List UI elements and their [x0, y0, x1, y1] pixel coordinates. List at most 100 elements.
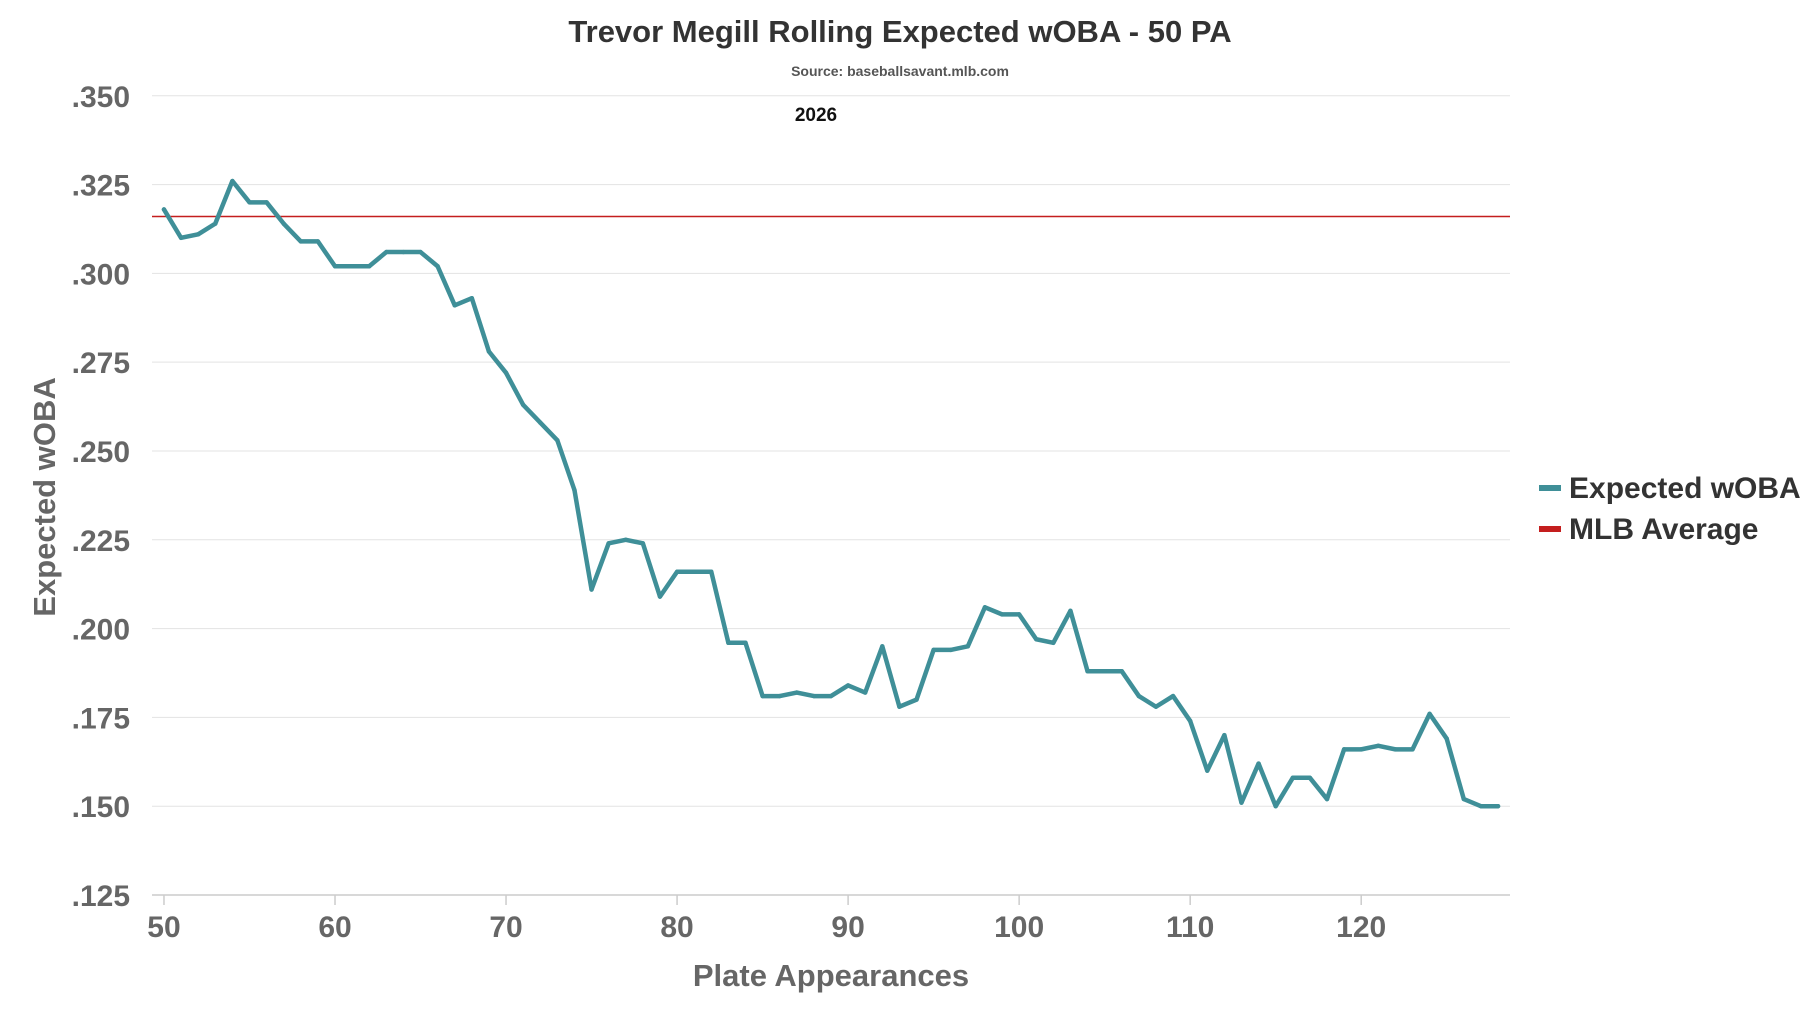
data-point	[640, 541, 646, 546]
data-point	[298, 239, 303, 244]
data-point	[1427, 711, 1432, 717]
legend-swatch-mlb-average	[1539, 526, 1561, 532]
data-point	[828, 693, 834, 699]
data-point	[965, 644, 971, 649]
x-tick-label: 60	[318, 911, 351, 944]
data-point	[435, 264, 440, 269]
data-point	[589, 587, 594, 592]
chart-title: Trevor Megill Rolling Expected wOBA - 50…	[568, 14, 1231, 49]
y-tick-label: .300	[72, 258, 130, 291]
legend-swatch-expected-woba	[1539, 485, 1561, 491]
expected-woba-points	[161, 178, 1501, 809]
chart-subtitle: Source: baseballsavant.mlb.com	[791, 63, 1009, 79]
data-point	[1016, 612, 1022, 617]
data-point	[1102, 669, 1107, 674]
data-point	[1410, 747, 1415, 752]
data-point	[1068, 608, 1073, 614]
legend: Expected wOBA MLB Average	[1539, 472, 1800, 546]
data-point	[1444, 736, 1449, 741]
data-point	[1461, 796, 1467, 802]
data-point	[230, 178, 235, 184]
x-tick-label: 70	[489, 911, 522, 944]
data-point	[1136, 693, 1142, 699]
data-point	[794, 690, 799, 695]
data-point	[1495, 803, 1501, 809]
legend-label-expected-woba: Expected wOBA	[1569, 472, 1800, 505]
data-point	[555, 438, 560, 443]
data-point	[452, 303, 457, 308]
data-point	[538, 420, 543, 425]
y-tick-label: .275	[72, 347, 130, 380]
data-point	[1085, 669, 1090, 674]
data-point	[811, 693, 817, 699]
season-annotation: 2026	[795, 105, 837, 126]
data-point	[982, 605, 988, 610]
x-tick-label: 110	[1166, 911, 1214, 944]
y-tick-label: .125	[72, 880, 130, 913]
x-tick-label: 100	[994, 911, 1044, 944]
y-tick-label: .325	[72, 170, 130, 203]
data-point	[914, 697, 919, 702]
data-point	[999, 612, 1005, 617]
data-point	[401, 249, 406, 255]
data-point	[281, 221, 286, 226]
data-point	[264, 200, 269, 205]
y-tick-label: .200	[72, 614, 130, 647]
y-tick-label: .225	[72, 525, 130, 558]
y-axis-ticks: .125 .150 .175 .200 .225 .250 .275 .300 .325 .350	[72, 81, 130, 913]
data-point	[931, 647, 936, 653]
data-point	[1256, 761, 1261, 766]
y-tick-label: .250	[72, 436, 130, 469]
data-point	[623, 537, 628, 542]
data-point	[161, 207, 167, 212]
data-point	[1222, 732, 1227, 738]
legend-label-mlb-average: MLB Average	[1569, 513, 1759, 546]
data-point	[657, 594, 663, 599]
data-point	[760, 693, 765, 699]
data-point	[213, 221, 218, 226]
data-point	[469, 296, 475, 301]
data-point	[674, 569, 680, 574]
data-point	[1290, 775, 1295, 780]
data-point	[1359, 747, 1364, 752]
data-point	[367, 264, 372, 269]
data-point	[1393, 747, 1398, 752]
x-tick-label: 120	[1336, 911, 1386, 944]
data-point	[743, 640, 748, 645]
data-point	[1307, 775, 1313, 780]
data-point	[863, 690, 868, 695]
data-point	[1153, 704, 1159, 709]
data-point	[845, 683, 851, 688]
data-point	[709, 569, 714, 574]
data-point	[486, 349, 492, 354]
data-point	[897, 704, 902, 709]
data-point	[332, 264, 338, 269]
y-tick-label: .150	[72, 791, 130, 824]
data-point	[691, 569, 697, 574]
x-tick-label: 90	[831, 911, 864, 944]
data-point	[520, 402, 526, 407]
data-point	[572, 487, 577, 493]
x-axis-ticks: 50 60 70 80 90 100 110 120	[147, 895, 1386, 944]
y-tick-label: .175	[72, 702, 130, 735]
data-point	[1170, 693, 1176, 699]
x-axis-label: Plate Appearances	[693, 958, 969, 993]
data-point	[1376, 743, 1381, 749]
data-point	[1119, 669, 1124, 674]
y-tick-label: .350	[72, 81, 130, 114]
data-point	[948, 647, 953, 653]
data-point	[1478, 803, 1484, 809]
data-point	[195, 232, 201, 237]
data-point	[418, 249, 423, 255]
data-point	[1341, 747, 1347, 752]
data-point	[1051, 640, 1056, 645]
data-point	[1205, 768, 1210, 773]
data-point	[1187, 718, 1193, 724]
x-tick-label: 50	[147, 911, 180, 944]
data-point	[606, 541, 611, 546]
y-axis-label: Expected wOBA	[27, 377, 62, 616]
data-point	[349, 264, 355, 269]
data-point	[1324, 796, 1330, 802]
